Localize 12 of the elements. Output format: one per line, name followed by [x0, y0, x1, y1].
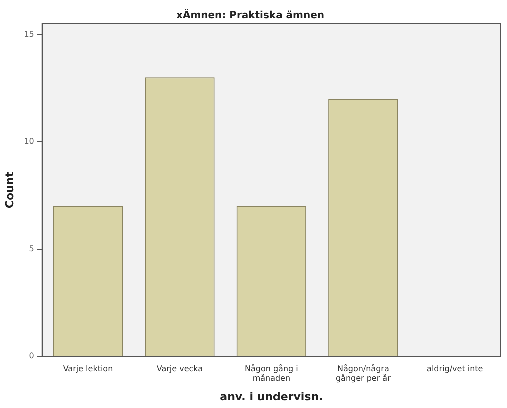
y-tick-label: 5 — [29, 244, 34, 254]
chart-title: xÄmnen: Praktiska ämnen — [176, 8, 324, 22]
x-tick-label: Varje vecka — [156, 364, 204, 374]
x-tick-label: aldrig/vet inte — [427, 364, 484, 374]
x-tick-label: Varje lektion — [63, 364, 114, 374]
y-tick-label: 15 — [24, 30, 34, 39]
y-axis-title: Count — [3, 172, 16, 209]
y-tick-label: 0 — [29, 352, 34, 361]
x-tick-label: Någon/några gånger per år — [336, 363, 392, 384]
x-axis-title: anv. i undervisn. — [220, 390, 324, 404]
y-tick-label: 10 — [24, 137, 34, 146]
x-tick-label: Någon gång i månaden — [245, 363, 298, 384]
